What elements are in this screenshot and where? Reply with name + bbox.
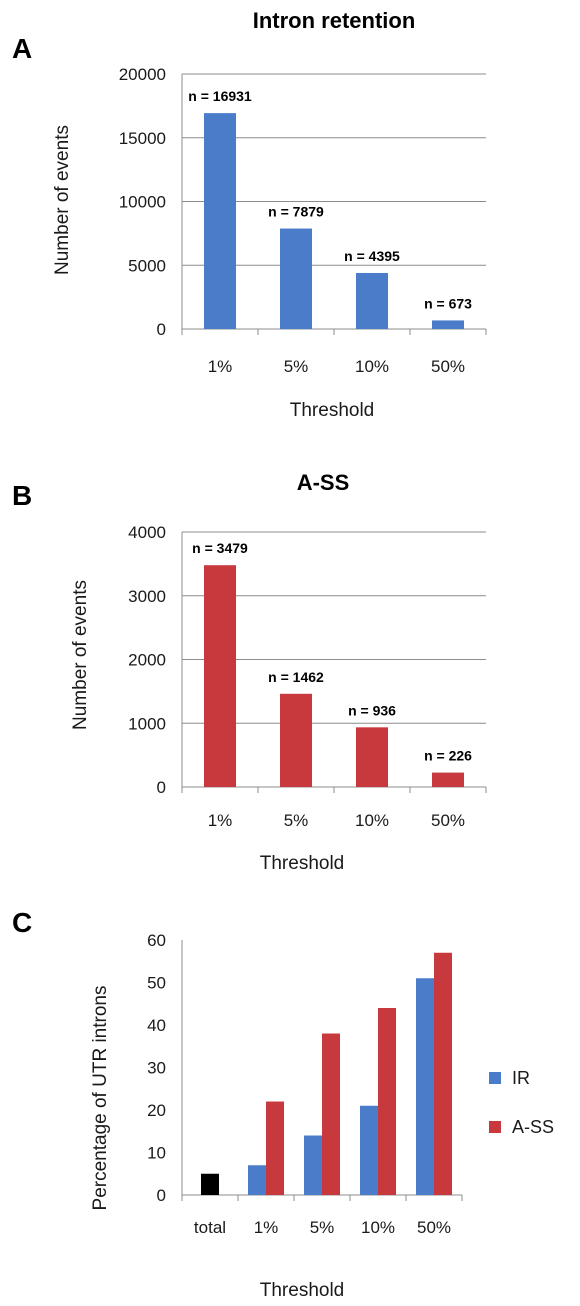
data-label: n = 226 [424,748,472,764]
panel-b-marks: 0 1000 2000 3000 4000 1% 5% 10% 50% n = 3479 n = 1… [128,523,487,830]
bar [280,228,312,329]
y-tick-label: 0 [157,320,166,339]
data-label: n = 16931 [188,88,252,104]
bar-ir [304,1135,322,1195]
x-tick-label: total [194,1218,226,1237]
bar-ir [416,978,434,1195]
bar [356,272,388,329]
data-label: n = 7879 [268,204,324,220]
panel-a-xlabel: Threshold [290,400,375,421]
legend-label-ir: IR [512,1068,530,1088]
y-tick-label: 30 [147,1059,166,1078]
y-tick-label: 4000 [128,523,166,542]
y-tick-label: 50 [147,974,166,993]
panel-a: A Intron retention Threshold Number of e… [12,8,487,421]
panel-a-ylabel: Number of events [52,125,73,275]
panel-c: C Threshold Percentage of UTR introns 0 1… [12,907,554,1301]
y-tick-label: 0 [157,1186,166,1205]
x-tick-label: 5% [310,1218,335,1237]
y-tick-label: 20000 [119,65,166,84]
panel-b: B A-SS Threshold Number of events 0 1000 2… [12,470,487,874]
y-tick-label: 15000 [119,129,166,148]
data-label: n = 936 [348,702,396,718]
bar [280,693,312,787]
bar-ir [360,1105,378,1195]
legend-label-ass: A-SS [512,1117,554,1137]
panel-c-letter: C [12,907,32,938]
data-label: n = 673 [424,295,472,311]
x-tick-label: 1% [208,357,233,376]
x-tick-label: 1% [254,1218,279,1237]
y-tick-label: 60 [147,931,166,950]
panel-a-marks: 0 5000 10000 15000 20000 1% 5% 10% 50% n = 16931 n… [119,65,487,376]
data-label: n = 3479 [192,540,248,556]
bar [204,113,236,329]
legend-swatch-ir [489,1072,501,1084]
panel-b-xlabel: Threshold [260,853,345,874]
bar-ass [434,952,452,1195]
legend-swatch-ass [489,1121,501,1133]
x-tick-label: 50% [417,1218,451,1237]
bar [356,727,388,787]
x-tick-label: 10% [355,811,389,830]
legend: IR A-SS [489,1068,554,1137]
x-tick-label: 50% [431,811,465,830]
panel-c-marks: 0 10 20 30 40 50 60 total 1% 5% 10% 50% [147,931,463,1237]
x-tick-label: 5% [284,811,309,830]
bar-ass [266,1101,284,1195]
panel-b-letter: B [12,480,32,511]
x-tick-label: 50% [431,357,465,376]
bar-ir [248,1165,266,1195]
y-tick-label: 20 [147,1101,166,1120]
panel-a-title: Intron retention [253,8,416,33]
x-tick-label: 10% [361,1218,395,1237]
panel-c-xlabel: Threshold [260,1280,345,1301]
bar [432,320,464,329]
x-tick-label: 1% [208,811,233,830]
y-tick-label: 10000 [119,193,166,212]
data-label: n = 4395 [344,248,400,264]
panel-b-title: A-SS [297,470,350,495]
data-label: n = 1462 [268,669,324,685]
panel-a-letter: A [12,33,32,64]
bar [204,565,236,787]
y-tick-label: 10 [147,1144,166,1163]
bar-ass [378,1008,396,1195]
panel-b-ylabel: Number of events [70,580,91,730]
y-tick-label: 2000 [128,651,166,670]
y-tick-label: 40 [147,1016,166,1035]
bar-ass [322,1033,340,1195]
y-tick-label: 0 [157,778,166,797]
x-tick-label: 5% [284,357,309,376]
panel-c-ylabel: Percentage of UTR introns [90,986,111,1211]
bar-total [201,1173,219,1195]
y-tick-label: 5000 [128,256,166,275]
bar [432,772,464,787]
x-tick-label: 10% [355,357,389,376]
y-tick-label: 3000 [128,587,166,606]
y-tick-label: 1000 [128,714,166,733]
